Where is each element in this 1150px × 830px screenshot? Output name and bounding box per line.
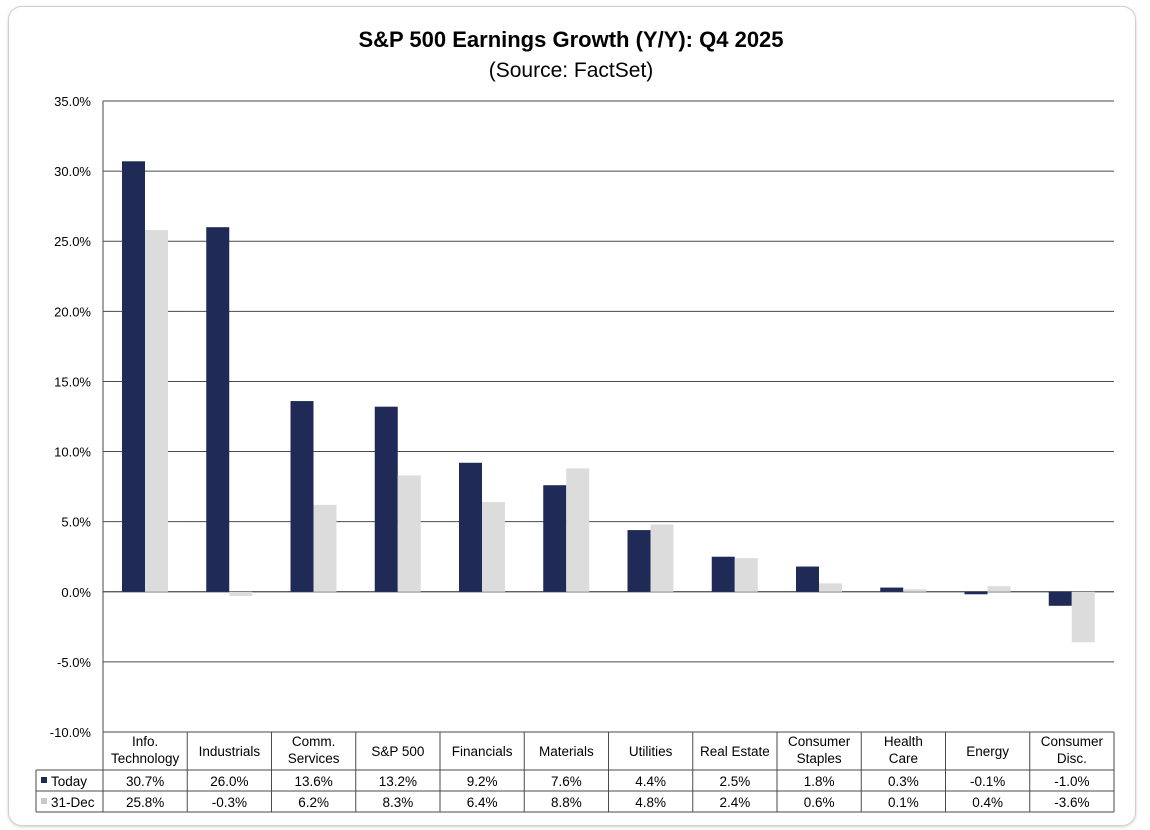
- data-label: 4.8%: [635, 795, 666, 810]
- category-label: Financials: [452, 744, 513, 759]
- chart-subtitle: (Source: FactSet): [489, 59, 654, 82]
- bar-today: [796, 566, 819, 592]
- legend-label: 31-Dec: [51, 795, 95, 810]
- data-label: 4.4%: [635, 774, 666, 789]
- category-label: Technology: [111, 751, 180, 766]
- category-label: Info.: [132, 734, 158, 749]
- data-label: 30.7%: [126, 774, 164, 789]
- bar-31-dec: [987, 586, 1011, 592]
- data-label: -3.6%: [1054, 795, 1089, 810]
- data-label: 0.3%: [888, 774, 919, 789]
- legend-swatch: [41, 798, 47, 804]
- data-label: 0.4%: [972, 795, 1003, 810]
- bar-31-dec: [650, 524, 674, 592]
- data-label: 9.2%: [467, 774, 498, 789]
- data-label: 6.2%: [298, 795, 329, 810]
- category-label: Consumer: [1041, 734, 1104, 749]
- bar-today: [374, 406, 398, 592]
- y-tick-label: 30.0%: [54, 164, 91, 179]
- bar-today: [290, 401, 314, 592]
- bar-today: [711, 556, 735, 592]
- chart-frame: [8, 6, 1136, 826]
- category-label: Consumer: [788, 734, 851, 749]
- bar-31-dec: [734, 558, 758, 592]
- bar-today: [543, 485, 567, 592]
- data-label: 7.6%: [551, 774, 582, 789]
- data-label: -1.0%: [1054, 774, 1089, 789]
- y-tick-label: 15.0%: [54, 374, 91, 389]
- data-label: 0.6%: [804, 795, 835, 810]
- category-label: Utilities: [629, 744, 673, 759]
- bar-31-dec: [819, 583, 842, 592]
- bar-31-dec: [566, 468, 590, 592]
- data-label: 0.1%: [888, 795, 919, 810]
- legend-label: Today: [51, 774, 87, 789]
- bar-today: [459, 462, 482, 592]
- category-label: Industrials: [199, 744, 261, 759]
- bar-31-dec: [397, 475, 421, 592]
- bar-31-dec: [482, 502, 505, 592]
- bar-today: [1048, 591, 1072, 606]
- bar-31-dec: [1071, 591, 1095, 643]
- bar-31-dec: [229, 591, 253, 596]
- category-label: Real Estate: [700, 744, 770, 759]
- y-tick-label: 20.0%: [54, 304, 91, 319]
- y-tick-label: -5.0%: [57, 655, 91, 670]
- category-label: Materials: [539, 744, 594, 759]
- bar-31-dec: [903, 589, 927, 592]
- data-label: 2.4%: [719, 795, 750, 810]
- data-label: 8.3%: [382, 795, 413, 810]
- y-tick-label: 5.0%: [61, 515, 91, 530]
- category-label: Health: [884, 734, 923, 749]
- data-label: 2.5%: [719, 774, 750, 789]
- y-tick-label: 10.0%: [54, 445, 91, 460]
- bar-31-dec: [145, 230, 168, 592]
- bar-31-dec: [313, 504, 337, 592]
- category-label: S&P 500: [371, 744, 424, 759]
- bar-today: [964, 591, 988, 595]
- data-label: 26.0%: [210, 774, 248, 789]
- category-label: Comm.: [292, 734, 336, 749]
- bar-today: [122, 161, 145, 592]
- data-label: 1.8%: [804, 774, 835, 789]
- category-label: Energy: [966, 744, 1009, 759]
- y-tick-label: 0.0%: [61, 585, 91, 600]
- data-label: -0.3%: [212, 795, 247, 810]
- chart-title: S&P 500 Earnings Growth (Y/Y): Q4 2025: [358, 27, 783, 52]
- bar-today: [627, 530, 651, 592]
- y-tick-label: -10.0%: [50, 725, 92, 740]
- bar-today: [206, 227, 230, 592]
- bar-today: [880, 587, 904, 592]
- data-label: -0.1%: [970, 774, 1005, 789]
- y-tick-label: 25.0%: [54, 234, 91, 249]
- category-label: Services: [288, 751, 340, 766]
- data-label: 13.6%: [294, 774, 332, 789]
- data-label: 8.8%: [551, 795, 582, 810]
- category-label: Staples: [797, 751, 842, 766]
- data-label: 25.8%: [126, 795, 164, 810]
- data-label: 13.2%: [379, 774, 417, 789]
- category-label: Disc.: [1057, 751, 1087, 766]
- data-label: 6.4%: [467, 795, 498, 810]
- category-label: Care: [889, 751, 918, 766]
- y-tick-label: 35.0%: [54, 94, 91, 109]
- legend-swatch: [41, 777, 47, 783]
